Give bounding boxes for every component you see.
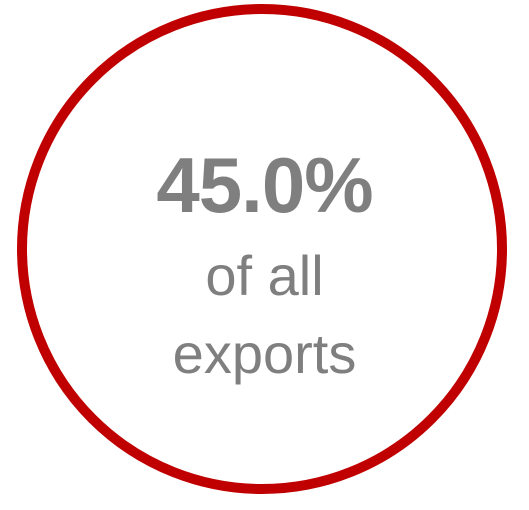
stat-caption-line-1: of all xyxy=(205,244,324,307)
stat-value: 45.0% xyxy=(156,141,373,229)
stat-ring xyxy=(17,4,507,494)
stat-caption-line-2: exports xyxy=(172,322,357,385)
